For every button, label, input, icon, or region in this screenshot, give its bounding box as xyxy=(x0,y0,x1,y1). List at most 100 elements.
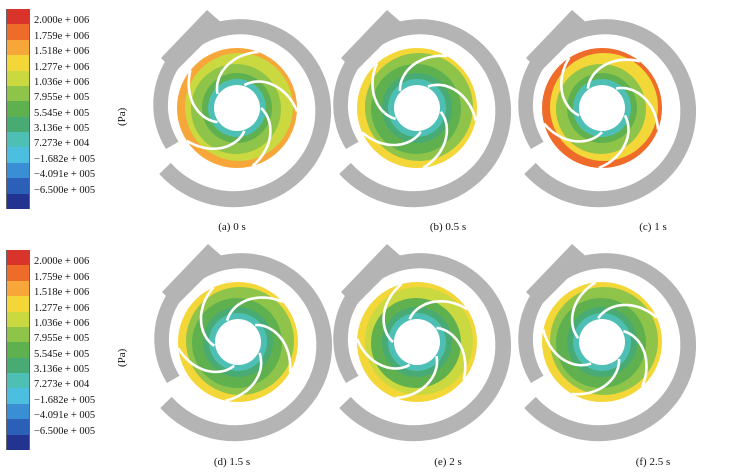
impeller-blade xyxy=(251,107,272,167)
legend-tick-label: 7.273e + 004 xyxy=(34,379,90,391)
legend-color-swatch xyxy=(6,403,30,420)
panel-caption: (a) 0 s xyxy=(218,221,246,233)
panel-caption: (e) 2 s xyxy=(434,456,462,468)
legend-tick-label: 2.000e + 006 xyxy=(34,256,90,268)
legend-color-swatch xyxy=(6,162,30,179)
volute-gap xyxy=(347,34,496,192)
impeller-blade xyxy=(623,329,648,388)
legend-color-swatch xyxy=(6,357,30,374)
legend-tick-label: −1.682e + 005 xyxy=(34,153,96,165)
impeller-hub xyxy=(215,319,261,365)
legend-color-swatch xyxy=(6,326,30,343)
legend-tick-label: −4.091e + 005 xyxy=(34,169,96,181)
impeller-blade xyxy=(361,130,422,147)
impeller-blade xyxy=(543,122,603,143)
legend-tick-label: 1.518e + 006 xyxy=(34,46,90,58)
volute-casing xyxy=(333,253,511,442)
volute-casing xyxy=(154,253,332,442)
legend-tick-label: 1.759e + 006 xyxy=(34,30,90,42)
impeller-blade xyxy=(255,323,292,373)
impeller-hub xyxy=(394,85,440,131)
volute-outlet xyxy=(341,10,403,72)
legend-tick-label: 1.518e + 006 xyxy=(34,287,90,299)
legend-color-swatch xyxy=(6,101,30,118)
volute-gap xyxy=(168,268,317,426)
legend-tick-label: −6.500e + 005 xyxy=(34,184,96,196)
legend-color-swatch xyxy=(6,296,30,313)
legend-tick-label: −6.500e + 005 xyxy=(34,425,96,437)
impeller-blade xyxy=(571,359,621,396)
impeller-blade xyxy=(427,83,477,121)
impeller-blade xyxy=(408,300,468,320)
panel-caption: (b) 0.5 s xyxy=(429,221,467,233)
legend-tick-label: 7.955e + 005 xyxy=(34,92,90,104)
legend-tick-label: 7.273e + 004 xyxy=(34,138,90,150)
legend-color-swatch xyxy=(6,342,30,359)
impeller-blade xyxy=(422,111,449,169)
legend-color-swatch xyxy=(6,116,30,133)
legend-tick-label: 7.955e + 005 xyxy=(34,333,90,345)
legend-color-swatch xyxy=(6,373,30,389)
impeller-blade xyxy=(395,355,439,400)
legend-tick-label: 1.036e + 006 xyxy=(34,317,90,329)
impeller-contour-plot xyxy=(333,10,511,208)
impeller-blade xyxy=(225,296,284,321)
legend-tick-label: −1.682e + 005 xyxy=(34,394,96,406)
impeller-blade xyxy=(597,303,658,320)
legend-color-swatch xyxy=(6,24,30,41)
impeller-hub xyxy=(394,319,440,365)
panel-caption: (c) 1 s xyxy=(639,221,667,233)
legend-tick-label: 5.545e + 005 xyxy=(34,348,90,360)
impeller-blade xyxy=(542,329,592,367)
legend-tick-label: 1.759e + 006 xyxy=(34,271,90,283)
impeller-blade xyxy=(355,338,411,370)
pressure-legend-bottom: 2.000e + 006 1.759e + 006 1.518e + 006 1.27… xyxy=(4,247,132,453)
legend-color-swatch xyxy=(6,193,30,210)
volute-outlet xyxy=(161,10,223,72)
impeller-contour-plot xyxy=(153,10,331,208)
legend-color-swatch xyxy=(6,311,30,328)
legend-tick-label: 5.545e + 005 xyxy=(34,107,90,119)
impeller-hub xyxy=(579,319,625,365)
volute-outlet xyxy=(526,10,588,72)
legend-color-swatch xyxy=(6,132,30,148)
volute-outlet xyxy=(341,244,403,306)
impeller-blade xyxy=(177,347,235,374)
legend-tick-label: 1.277e + 006 xyxy=(34,61,90,73)
volute-casing xyxy=(518,253,696,442)
impeller-contour-plot xyxy=(333,244,511,442)
impeller-blade xyxy=(560,57,580,117)
legend-tick-label: 2.000e + 006 xyxy=(34,15,90,27)
impeller-contour-plot xyxy=(518,10,696,208)
impeller-hub xyxy=(579,85,625,131)
legend-color-swatch xyxy=(6,85,30,102)
legend-tick-label: 1.036e + 006 xyxy=(34,76,90,88)
legend-color-swatch xyxy=(6,250,30,266)
legend-tick-label: 3.136e + 005 xyxy=(34,123,90,135)
impeller-blade xyxy=(570,281,597,339)
impeller-blade xyxy=(186,130,246,150)
volute-outlet xyxy=(526,244,588,306)
volute-outlet xyxy=(162,244,224,306)
impeller-blade xyxy=(199,286,216,347)
legend-color-swatch xyxy=(6,434,30,451)
legend-tick-label: 1.277e + 006 xyxy=(34,302,90,314)
impeller-contour-plot xyxy=(518,244,696,442)
legend-color-swatch xyxy=(6,55,30,72)
legend-color-swatch xyxy=(6,178,30,195)
legend-color-swatch xyxy=(6,265,30,282)
legend-color-swatch xyxy=(6,388,30,405)
pressure-legend-top: 2.000e + 006 1.759e + 006 1.518e + 006 1.27… xyxy=(4,6,132,212)
legend-color-swatch xyxy=(6,70,30,87)
impeller-blade xyxy=(225,352,263,402)
panel-caption: (f) 2.5 s xyxy=(635,456,671,468)
panel-caption: (d) 1.5 s xyxy=(213,456,251,468)
legend-color-swatch xyxy=(6,280,30,297)
legend-color-swatch xyxy=(6,419,30,436)
volute-casing xyxy=(518,19,696,208)
volute-casing xyxy=(153,19,331,208)
impeller-contour-plot xyxy=(154,244,332,442)
volute-casing xyxy=(333,19,511,208)
impeller-blade xyxy=(598,114,630,170)
impeller-blade xyxy=(436,326,467,381)
